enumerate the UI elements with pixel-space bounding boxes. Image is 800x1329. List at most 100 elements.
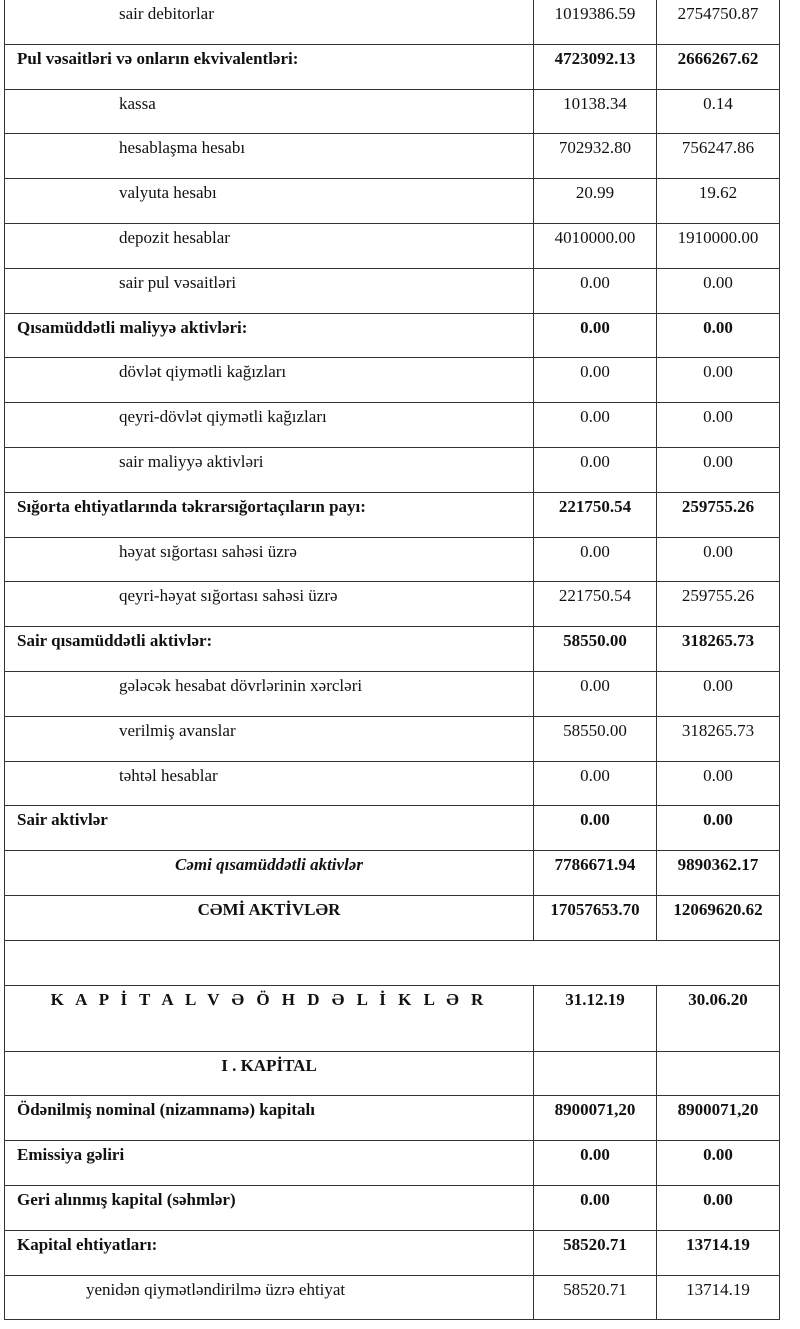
row-label: Geri alınmış kapital (səhmlər)	[4, 1184, 534, 1231]
value-period-1: 8900071,20	[533, 1095, 657, 1142]
table-row: gələcək hesabat dövrlərinin xərcləri 0.00…	[4, 670, 780, 717]
row-label: Sığorta ehtiyatlarında təkrarsığortaçıla…	[4, 491, 534, 538]
value-period-1: 58520.71	[533, 1229, 657, 1276]
value-period-2: 12069620.62	[656, 894, 780, 941]
value-period-1: 0.00	[533, 805, 657, 852]
value-period-1	[533, 1050, 657, 1097]
value-period-1: 31.12.19	[533, 984, 657, 1052]
value-period-1: 7786671.94	[533, 850, 657, 896]
value-period-2: 0.00	[656, 670, 780, 717]
value-period-2: 0.00	[656, 760, 780, 807]
value-period-1: 1019386.59	[533, 0, 657, 45]
value-period-1: 0.00	[533, 536, 657, 583]
table-row: hesablaşma hesabı 702932.80 756247.86	[4, 133, 780, 180]
value-period-1: 0.00	[533, 760, 657, 807]
value-period-2: 2754750.87	[656, 0, 780, 45]
table-row: Ödənilmiş nominal (nizamnamə) kapitalı 89…	[4, 1095, 780, 1142]
row-label: yenidən qiymətləndirilmə üzrə ehtiyat	[4, 1274, 534, 1321]
value-period-2: 9890362.17	[656, 850, 780, 896]
value-period-2: 756247.86	[656, 133, 780, 180]
value-period-1: 0.00	[533, 357, 657, 404]
row-label: kassa	[4, 88, 534, 135]
table-row: Geri alınmış kapital (səhmlər) 0.00 0.00	[4, 1184, 780, 1231]
row-label: dövlət qiymətli kağızları	[4, 357, 534, 404]
value-period-1: 221750.54	[533, 581, 657, 628]
value-period-2: 0.00	[656, 536, 780, 583]
row-label: həyat sığortası sahəsi üzrə	[4, 536, 534, 583]
table-row: həyat sığortası sahəsi üzrə 0.00 0.00	[4, 536, 780, 583]
value-period-2: 318265.73	[656, 626, 780, 672]
value-period-1: 0.00	[533, 402, 657, 448]
table-row: verilmiş avanslar 58550.00 318265.73	[4, 715, 780, 762]
value-period-2: 318265.73	[656, 715, 780, 762]
value-period-1: 0.00	[533, 446, 657, 493]
row-label: Pul vəsaitləri və onların ekvivalentləri…	[4, 43, 534, 90]
value-period-1: 17057653.70	[533, 894, 657, 941]
row-label: sair pul vəsaitləri	[4, 267, 534, 314]
row-label: qeyri-həyat sığortası sahəsi üzrə	[4, 581, 534, 628]
row-label: hesablaşma hesabı	[4, 133, 534, 180]
value-period-1: 58550.00	[533, 626, 657, 672]
row-label: qeyri-dövlət qiymətli kağızları	[4, 402, 534, 448]
value-period-2: 0.00	[656, 805, 780, 852]
table-row: sair debitorlar 1019386.59 2754750.87	[4, 0, 780, 45]
table-row: Emissiya gəliri 0.00 0.00	[4, 1140, 780, 1186]
row-label: Kapital ehtiyatları:	[4, 1229, 534, 1276]
table-row: Kapital ehtiyatları: 58520.71 13714.19	[4, 1229, 780, 1276]
value-period-1: 0.00	[533, 267, 657, 314]
value-period-2: 13714.19	[656, 1274, 780, 1321]
value-period-2: 0.00	[656, 357, 780, 404]
row-label: Emissiya gəliri	[4, 1140, 534, 1186]
row-label: K A P İ T A L V Ə Ö H D Ə L İ K L Ə R	[4, 984, 534, 1052]
value-period-1: 0.00	[533, 312, 657, 359]
row-label: Sair aktivlər	[4, 805, 534, 852]
value-period-1: 702932.80	[533, 133, 657, 180]
balance-sheet-table: sair debitorlar 1019386.59 2754750.87 Pul v…	[4, 0, 780, 1321]
row-label: gələcək hesabat dövrlərinin xərcləri	[4, 670, 534, 717]
value-period-2: 259755.26	[656, 491, 780, 538]
value-period-1: 0.00	[533, 1140, 657, 1186]
row-label: CƏMİ AKTİVLƏR	[4, 894, 534, 941]
row-label: I . KAPİTAL	[4, 1050, 534, 1097]
value-period-1: 20.99	[533, 178, 657, 224]
value-period-2: 19.62	[656, 178, 780, 224]
value-period-1: 4010000.00	[533, 222, 657, 269]
table-row: Sair aktivlər 0.00 0.00	[4, 805, 780, 852]
table-row: təhtəl hesablar 0.00 0.00	[4, 760, 780, 807]
value-period-2: 8900071,20	[656, 1095, 780, 1142]
value-period-2	[656, 1050, 780, 1097]
table-row: K A P İ T A L V Ə Ö H D Ə L İ K L Ə R 31.…	[4, 984, 780, 1052]
blank-cell	[4, 939, 780, 986]
value-period-2: 0.00	[656, 402, 780, 448]
table-row: dövlət qiymətli kağızları 0.00 0.00	[4, 357, 780, 404]
table-row: qeyri-dövlət qiymətli kağızları 0.00 0.00	[4, 402, 780, 448]
table-row: Sığorta ehtiyatlarında təkrarsığortaçıla…	[4, 491, 780, 538]
value-period-1: 4723092.13	[533, 43, 657, 90]
value-period-2: 0.00	[656, 1184, 780, 1231]
row-label: Cəmi qısamüddətli aktivlər	[4, 850, 534, 896]
table-row: qeyri-həyat sığortası sahəsi üzrə 221750.…	[4, 581, 780, 628]
table-row: Cəmi qısamüddətli aktivlər 7786671.94 9890…	[4, 850, 780, 896]
table-row: CƏMİ AKTİVLƏR 17057653.70 12069620.62	[4, 894, 780, 941]
blank-row	[4, 939, 780, 986]
value-period-2: 2666267.62	[656, 43, 780, 90]
table-row: kassa 10138.34 0.14	[4, 88, 780, 135]
value-period-2: 0.00	[656, 312, 780, 359]
table-row: sair maliyyə aktivləri 0.00 0.00	[4, 446, 780, 493]
table-row: Qısamüddətli maliyyə aktivləri: 0.00 0.00	[4, 312, 780, 359]
value-period-1: 58520.71	[533, 1274, 657, 1321]
table-row: Pul vəsaitləri və onların ekvivalentləri…	[4, 43, 780, 90]
value-period-2: 0.00	[656, 1140, 780, 1186]
table-row: yenidən qiymətləndirilmə üzrə ehtiyat 585…	[4, 1274, 780, 1321]
value-period-1: 0.00	[533, 1184, 657, 1231]
value-period-2: 30.06.20	[656, 984, 780, 1052]
value-period-2: 1910000.00	[656, 222, 780, 269]
value-period-1: 10138.34	[533, 88, 657, 135]
row-label: valyuta hesabı	[4, 178, 534, 224]
table-row: valyuta hesabı 20.99 19.62	[4, 178, 780, 224]
value-period-1: 0.00	[533, 670, 657, 717]
table-row: sair pul vəsaitləri 0.00 0.00	[4, 267, 780, 314]
table-row: depozit hesablar 4010000.00 1910000.00	[4, 222, 780, 269]
value-period-2: 0.00	[656, 446, 780, 493]
value-period-2: 0.00	[656, 267, 780, 314]
